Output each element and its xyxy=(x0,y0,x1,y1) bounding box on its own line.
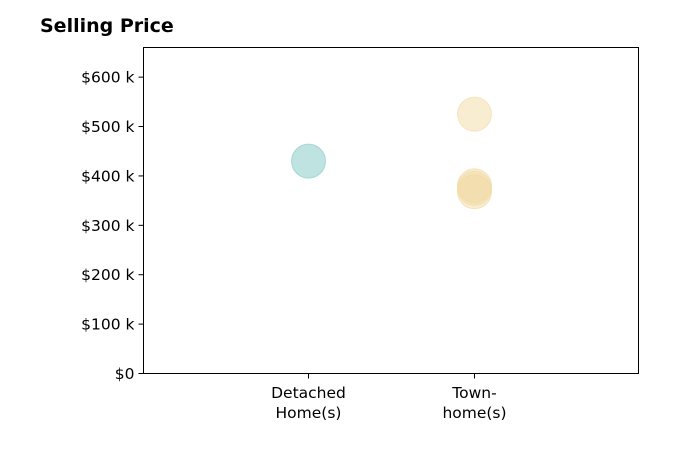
y-tick-label: $100 k xyxy=(81,316,134,334)
data-point xyxy=(291,143,326,179)
y-tick-label: $600 k xyxy=(81,69,134,87)
y-tick-label: $400 k xyxy=(81,167,134,185)
x-tick-label: Home(s) xyxy=(276,404,342,422)
x-tick-label: Detached xyxy=(271,384,346,402)
x-axis: Detached Home(s) Town-home(s) xyxy=(271,373,507,422)
x-tick-label: Town- xyxy=(451,384,496,402)
marks-layer xyxy=(291,96,492,210)
chart-title: Selling Price xyxy=(40,15,174,37)
y-axis: $0 $100 k $200 k $300 k $400 k $500 k $600 k xyxy=(81,69,144,383)
y-tick-label: $300 k xyxy=(81,217,134,235)
y-tick-label: $500 k xyxy=(81,118,134,136)
data-point xyxy=(457,96,492,132)
plot-frame xyxy=(143,47,639,374)
y-tick-label: $200 k xyxy=(81,266,134,284)
x-tick-label: home(s) xyxy=(442,404,506,422)
y-tick-label: $0 xyxy=(115,365,135,383)
data-point xyxy=(457,174,492,210)
